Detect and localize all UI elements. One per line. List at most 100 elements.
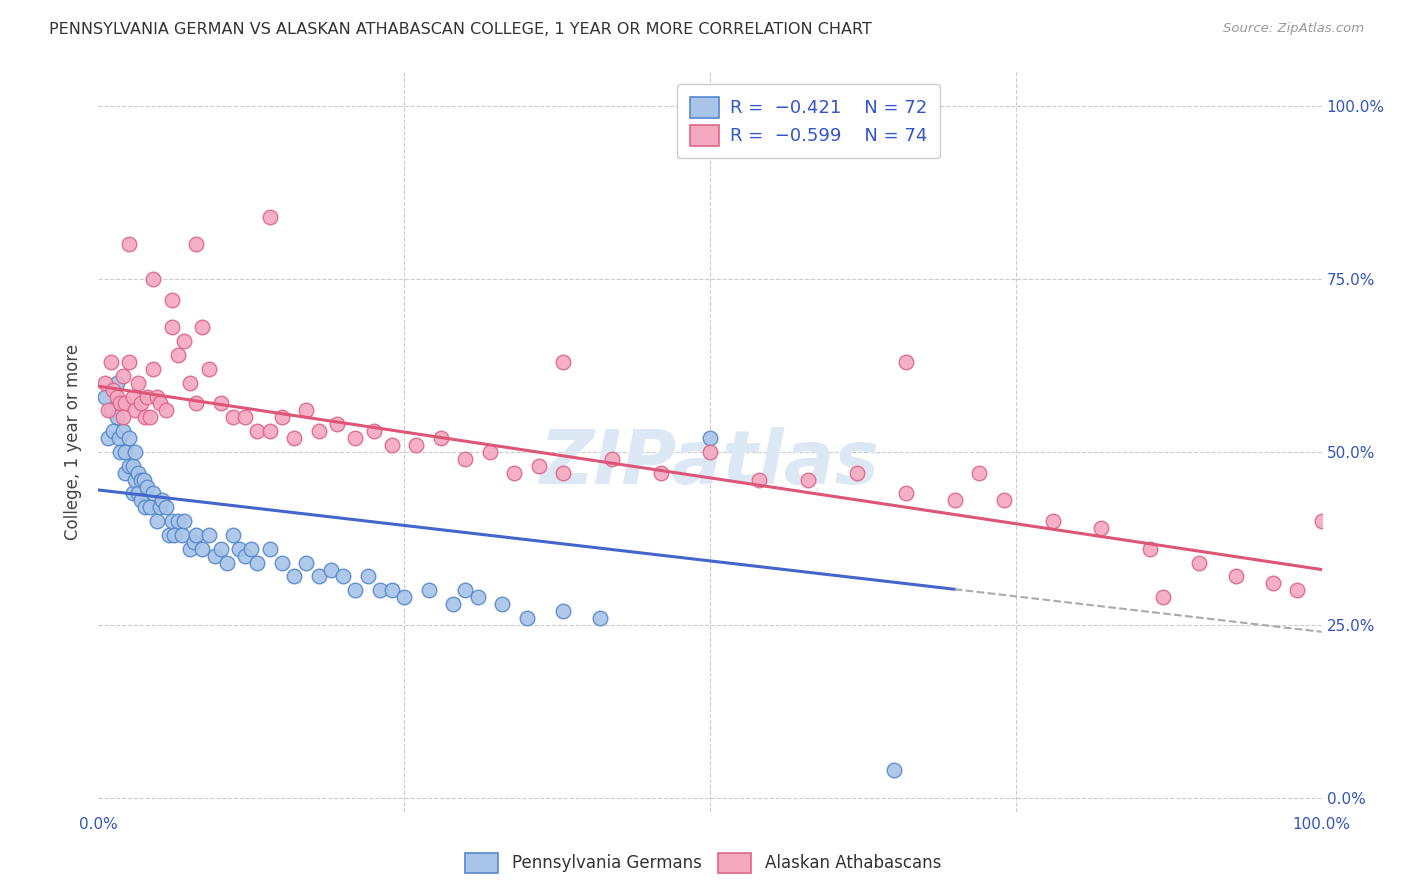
Point	[139, 500, 162, 515]
Point	[503, 466, 526, 480]
Point	[136, 479, 159, 493]
Point	[441, 597, 464, 611]
Point	[883, 763, 905, 777]
Point	[222, 528, 245, 542]
Point	[134, 500, 156, 515]
Point	[155, 500, 177, 515]
Point	[101, 424, 124, 438]
Point	[163, 528, 186, 542]
Point	[381, 438, 404, 452]
Point	[121, 458, 143, 473]
Point	[105, 390, 128, 404]
Point	[124, 473, 146, 487]
Point	[129, 493, 152, 508]
Point	[381, 583, 404, 598]
Point	[93, 376, 115, 390]
Point	[344, 431, 367, 445]
Point	[650, 466, 672, 480]
Point	[1090, 521, 1112, 535]
Text: PENNSYLVANIA GERMAN VS ALASKAN ATHABASCAN COLLEGE, 1 YEAR OR MORE CORRELATION CH: PENNSYLVANIA GERMAN VS ALASKAN ATHABASCA…	[49, 22, 872, 37]
Point	[430, 431, 453, 445]
Point	[344, 583, 367, 598]
Point	[124, 403, 146, 417]
Legend: Pennsylvania Germans, Alaskan Athabascans: Pennsylvania Germans, Alaskan Athabascan…	[458, 847, 948, 880]
Point	[259, 541, 281, 556]
Point	[454, 451, 477, 466]
Point	[101, 383, 124, 397]
Point	[894, 355, 917, 369]
Point	[527, 458, 550, 473]
Point	[111, 368, 134, 383]
Point	[418, 583, 440, 598]
Point	[589, 611, 612, 625]
Point	[240, 541, 263, 556]
Point	[270, 556, 294, 570]
Point	[209, 541, 232, 556]
Point	[127, 376, 149, 390]
Point	[167, 348, 190, 362]
Point	[186, 396, 208, 410]
Point	[204, 549, 226, 563]
Point	[121, 390, 143, 404]
Point	[259, 210, 281, 224]
Point	[146, 390, 169, 404]
Point	[1261, 576, 1284, 591]
Y-axis label: College, 1 year or more: College, 1 year or more	[65, 343, 83, 540]
Point	[222, 410, 245, 425]
Point	[1152, 591, 1174, 605]
Point	[127, 466, 149, 480]
Point	[553, 355, 575, 369]
Point	[1225, 569, 1247, 583]
Text: ZIPatlas: ZIPatlas	[540, 427, 880, 500]
Point	[97, 403, 120, 417]
Point	[114, 396, 136, 410]
Point	[105, 376, 128, 390]
Point	[993, 493, 1015, 508]
Point	[233, 549, 256, 563]
Point	[124, 445, 146, 459]
Point	[118, 237, 141, 252]
Point	[368, 583, 391, 598]
Point	[797, 473, 820, 487]
Point	[319, 563, 342, 577]
Point	[191, 320, 214, 334]
Point	[967, 466, 990, 480]
Point	[699, 431, 721, 445]
Legend: R =  −0.421    N = 72, R =  −0.599    N = 74: R = −0.421 N = 72, R = −0.599 N = 74	[678, 84, 939, 158]
Point	[108, 431, 131, 445]
Point	[155, 403, 177, 417]
Point	[110, 396, 132, 410]
Point	[114, 466, 136, 480]
Point	[845, 466, 868, 480]
Point	[283, 569, 305, 583]
Point	[356, 569, 378, 583]
Point	[173, 334, 195, 349]
Point	[183, 534, 205, 549]
Point	[259, 424, 281, 438]
Point	[454, 583, 477, 598]
Point	[308, 569, 330, 583]
Point	[515, 611, 537, 625]
Point	[111, 410, 134, 425]
Point	[132, 473, 155, 487]
Point	[270, 410, 294, 425]
Point	[179, 376, 201, 390]
Point	[160, 293, 183, 307]
Point	[134, 410, 156, 425]
Point	[1286, 583, 1309, 598]
Point	[405, 438, 427, 452]
Point	[186, 237, 208, 252]
Point	[1310, 514, 1333, 528]
Point	[308, 424, 330, 438]
Point	[118, 458, 141, 473]
Point	[149, 500, 172, 515]
Point	[139, 410, 162, 425]
Point	[142, 362, 165, 376]
Point	[129, 473, 152, 487]
Point	[150, 493, 173, 508]
Point	[332, 569, 354, 583]
Point	[699, 445, 721, 459]
Point	[100, 403, 122, 417]
Point	[149, 396, 172, 410]
Point	[136, 390, 159, 404]
